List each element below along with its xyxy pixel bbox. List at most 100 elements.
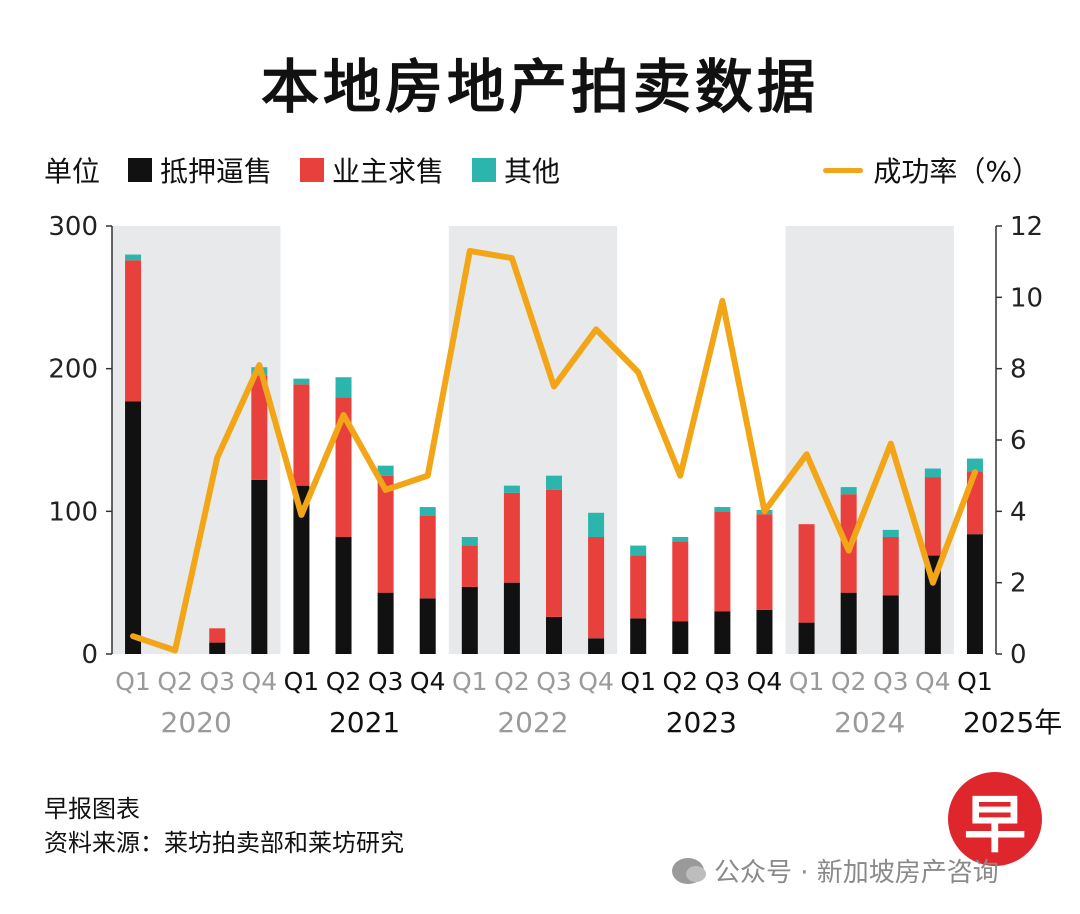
bar-segment-foreclosure — [882, 595, 899, 654]
bar-segment-foreclosure — [209, 642, 226, 654]
bar-segment-owner-sale — [209, 628, 226, 643]
bar-segment-other — [419, 507, 436, 516]
y2-tick-label: 12 — [1010, 212, 1043, 242]
x-tick-label: Q4 — [242, 667, 278, 696]
bar-segment-other — [546, 475, 562, 490]
year-label: 2023 — [666, 706, 737, 739]
x-tick-label: Q4 — [747, 667, 783, 696]
bar-segment-foreclosure — [840, 592, 857, 654]
x-tick-label: Q1 — [452, 667, 488, 696]
bar-segment-owner-sale — [546, 489, 562, 617]
y2-tick-label: 8 — [1010, 355, 1027, 385]
bar-segment-other — [293, 378, 310, 385]
wechat-icon — [672, 857, 706, 884]
bar-segment-owner-sale — [588, 537, 605, 639]
x-tick-label: Q4 — [915, 667, 951, 696]
watermark: 公众号 · 新加坡房产咨询 — [672, 852, 999, 889]
x-tick-label: Q3 — [873, 667, 909, 696]
footer-source: 资料来源：莱坊拍卖部和莱坊研究 — [44, 829, 404, 857]
bar-segment-owner-sale — [503, 492, 520, 583]
y2-tick-label: 4 — [1010, 497, 1027, 527]
bar-segment-owner-sale — [461, 545, 478, 587]
bar-segment-foreclosure — [630, 618, 647, 654]
chart-title: 本地房地产拍卖数据 — [260, 53, 819, 121]
legend-label-owner-sale: 业主求售 — [332, 155, 445, 188]
x-tick-label: Q1 — [957, 667, 993, 696]
bar-segment-foreclosure — [377, 592, 394, 654]
bar-segment-foreclosure — [503, 582, 520, 654]
bar-segment-owner-sale — [672, 541, 689, 622]
bar-segment-owner-sale — [798, 524, 815, 623]
legend-item-foreclosure: 抵押逼售 — [128, 150, 272, 190]
y2-tick-label: 0 — [1010, 640, 1027, 670]
x-tick-label: Q3 — [368, 667, 404, 696]
bar-segment-foreclosure — [546, 616, 562, 654]
bar-segment-other — [335, 377, 352, 398]
y2-tick-label: 2 — [1010, 569, 1027, 599]
year-label: 2022 — [497, 706, 568, 739]
x-tick-label: Q2 — [662, 667, 698, 696]
bar-segment-owner-sale — [377, 475, 394, 593]
bar-segment-other — [630, 545, 647, 556]
y2-tick-label: 10 — [1010, 283, 1043, 313]
y-tick-label: 100 — [48, 497, 98, 527]
legend-swatch-success-rate — [823, 167, 864, 173]
legend: 单位 抵押逼售 业主求售 其他 成功率（%） — [44, 148, 1040, 192]
legend-label-other: 其他 — [504, 155, 561, 188]
bar-segment-owner-sale — [251, 375, 268, 480]
x-tick-label: Q4 — [578, 667, 614, 696]
x-tick-label: Q3 — [536, 667, 572, 696]
bar-segment-foreclosure — [672, 621, 689, 654]
x-tick-label: Q3 — [199, 667, 235, 696]
x-tick-label: Q2 — [831, 667, 867, 696]
year-label: 2025年 — [963, 706, 1062, 739]
bar-segment-other — [461, 537, 478, 546]
x-tick-label: Q1 — [789, 667, 825, 696]
bar-segment-foreclosure — [125, 401, 142, 654]
year-label: 2020 — [161, 706, 232, 739]
footer: 早报图表 资料来源：莱坊拍卖部和莱坊研究 — [44, 792, 404, 860]
legend-item-owner-sale: 业主求售 — [300, 150, 444, 190]
x-tick-label: Q2 — [494, 667, 530, 696]
success-rate-line — [130, 248, 978, 654]
x-tick-label: Q2 — [326, 667, 362, 696]
bar-segment-foreclosure — [461, 586, 478, 654]
bar-segment-foreclosure — [251, 479, 268, 654]
x-tick-label: Q1 — [115, 667, 151, 696]
legend-swatch-other — [472, 158, 497, 182]
bar-segment-other — [882, 529, 899, 538]
year-label: 2021 — [329, 706, 400, 739]
bar-segment-other — [840, 487, 857, 495]
bar-segment-other — [125, 254, 142, 261]
bar-segment-owner-sale — [293, 384, 310, 486]
legend-item-success-rate: 成功率（%） — [823, 150, 1040, 190]
bar-segment-foreclosure — [714, 611, 731, 654]
bar-segment-owner-sale — [882, 537, 899, 596]
bar-segment-foreclosure — [756, 609, 773, 654]
x-tick-label: Q1 — [284, 667, 320, 696]
bar-segment-other — [377, 465, 394, 476]
bar-segment-owner-sale — [714, 511, 731, 612]
bar-segment-foreclosure — [966, 534, 983, 654]
bar-segment-other — [966, 458, 983, 472]
legend-item-other: 其他 — [472, 150, 560, 190]
year-label: 2024 — [834, 706, 905, 739]
bar-segment-owner-sale — [924, 477, 941, 556]
x-tick-label: Q4 — [410, 667, 446, 696]
unit-label: 单位 — [44, 155, 101, 188]
x-tick-label: Q1 — [620, 667, 656, 696]
bar-segment-foreclosure — [335, 537, 352, 654]
zaobao-logo: 早 — [948, 772, 1042, 866]
bar-segment-foreclosure — [293, 485, 310, 654]
legend-swatch-foreclosure — [128, 158, 153, 182]
bar-segment-other — [924, 468, 941, 478]
legend-label-success-rate: 成功率（%） — [873, 155, 1040, 188]
bar-segment-owner-sale — [419, 515, 436, 599]
legend-label-foreclosure: 抵押逼售 — [160, 155, 273, 188]
y-tick-label: 200 — [48, 355, 98, 385]
y-tick-label: 300 — [48, 212, 98, 242]
watermark-text: 公众号 · 新加坡房产咨询 — [714, 858, 999, 888]
x-tick-label: Q2 — [157, 667, 193, 696]
bar-segment-owner-sale — [125, 260, 142, 402]
